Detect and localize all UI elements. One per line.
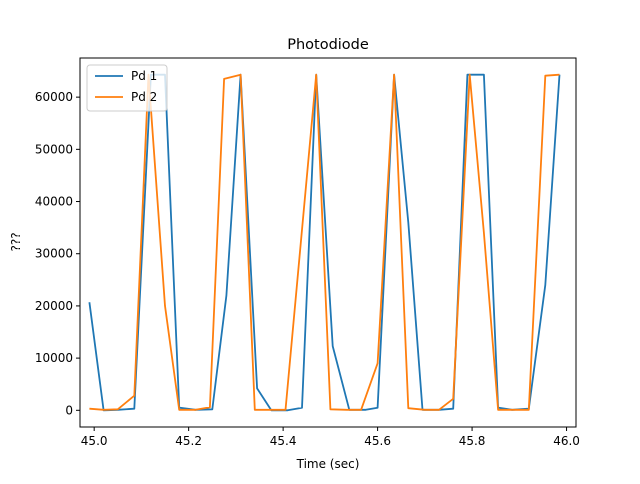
plot-frame xyxy=(79,57,577,428)
y-axis-label: ??? xyxy=(9,232,23,251)
x-tick-label: 45.6 xyxy=(364,434,391,448)
chart-title: Photodiode xyxy=(287,37,369,53)
y-tick-label: 0 xyxy=(65,403,73,417)
x-tick-label: 45.0 xyxy=(81,434,108,448)
legend: Pd 1 Pd 2 xyxy=(86,64,168,112)
series-line-pd-2 xyxy=(89,73,560,411)
y-axis: 0 10000 20000 30000 40000 50000 60000 xyxy=(35,90,80,417)
x-tick-label: 46.0 xyxy=(553,434,580,448)
legend-label-pd-2: Pd 2 xyxy=(131,90,157,104)
y-tick-label: 20000 xyxy=(35,299,73,313)
legend-label-pd-1: Pd 1 xyxy=(131,69,157,83)
y-tick-label: 40000 xyxy=(35,195,73,209)
series-line-pd-1 xyxy=(88,73,561,412)
y-tick-label: 50000 xyxy=(35,142,73,156)
x-axis: 45.0 45.2 45.4 45.6 45.8 46.0 xyxy=(81,427,580,448)
y-tick-label: 10000 xyxy=(35,351,73,365)
y-tick-label: 60000 xyxy=(35,90,73,104)
x-axis-label: Time (sec) xyxy=(296,457,360,471)
y-tick-label: 30000 xyxy=(35,247,73,261)
x-tick-label: 45.4 xyxy=(270,434,297,448)
plot-lines xyxy=(88,73,561,412)
x-tick-label: 45.2 xyxy=(175,434,202,448)
x-tick-label: 45.8 xyxy=(459,434,486,448)
